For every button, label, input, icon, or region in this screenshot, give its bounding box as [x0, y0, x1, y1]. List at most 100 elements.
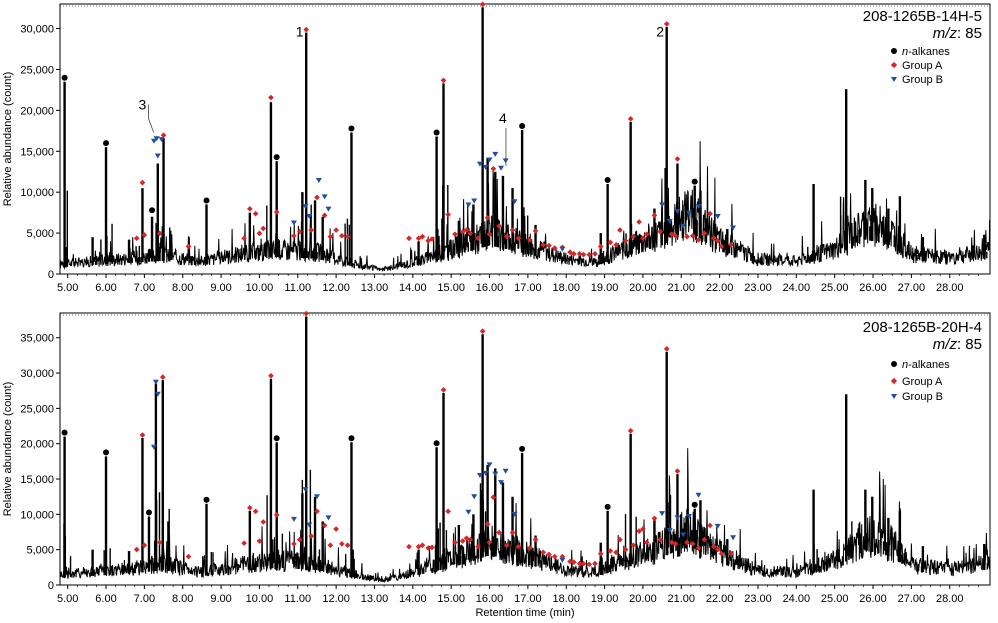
group-a-marker [718, 243, 725, 250]
x-tick-label: 8.00 [172, 593, 193, 605]
group-a-marker [663, 21, 670, 27]
n-alkane-marker [273, 154, 280, 161]
group-a-marker [551, 245, 558, 251]
x-tick-label: 15.00 [437, 593, 465, 605]
group-b-marker [680, 532, 687, 538]
group-a-marker [344, 542, 351, 549]
group-a-marker [576, 250, 583, 257]
group-a-marker [674, 156, 681, 162]
group-b-marker [152, 379, 159, 385]
group-b-marker [150, 138, 157, 144]
x-tick-label: 22.00 [706, 282, 734, 294]
x-tick-label: 26.00 [859, 593, 887, 605]
n-alkane-marker [103, 449, 110, 456]
x-tick-label: 11.00 [284, 282, 311, 294]
x-tick-label: 10.00 [246, 593, 274, 605]
group-b-marker [302, 487, 309, 493]
group-a-marker [463, 535, 470, 542]
x-tick-label: 16.00 [476, 282, 504, 294]
x-tick-label: 24.00 [783, 282, 811, 294]
n-alkane-marker [691, 501, 698, 508]
legend-marker-group-a [890, 61, 898, 69]
plot-frame [59, 312, 991, 586]
group-a-marker [607, 548, 614, 554]
group-a-marker [321, 522, 328, 529]
group-a-marker [711, 543, 717, 550]
group-a-marker [640, 235, 646, 242]
group-a-marker [546, 551, 552, 558]
group-a-marker [540, 241, 547, 248]
annotation-leader [148, 104, 155, 133]
group-b-marker [325, 206, 332, 212]
group-a-marker [156, 539, 163, 546]
group-a-marker [674, 468, 681, 474]
group-a-marker [139, 432, 146, 438]
group-a-marker [711, 235, 717, 242]
group-a-marker [496, 223, 502, 229]
chromatogram-baseline [59, 141, 991, 272]
group-a-marker [440, 77, 447, 84]
group-b-marker [465, 509, 472, 515]
group-b-marker [471, 198, 478, 204]
group-a-marker [714, 546, 721, 553]
group-a-marker [327, 542, 334, 549]
y-tick-label: 5,000 [26, 545, 54, 557]
x-tick-label: 10.00 [246, 282, 274, 294]
group-a-marker [515, 543, 522, 550]
legend: n-alkanes Group A Group B [890, 46, 950, 86]
x-tick-label: 16.00 [476, 593, 504, 605]
group-a-marker [247, 504, 253, 511]
group-b-marker [306, 214, 313, 219]
group-a-marker [630, 233, 637, 240]
group-b-marker [471, 494, 478, 500]
x-tick-label: 9.00 [210, 282, 231, 294]
legend-label-group-a: Group A [902, 376, 943, 388]
legend-marker-n-alkanes [891, 361, 897, 367]
group-a-marker [406, 235, 412, 242]
x-tick-label: 12.00 [322, 282, 350, 294]
group-a-marker [273, 512, 280, 518]
group-b-marker [666, 218, 673, 224]
group-b-marker [482, 164, 489, 170]
group-a-marker [406, 543, 412, 550]
group-a-marker [321, 212, 328, 219]
group-a-marker [613, 241, 619, 248]
group-a-marker [133, 546, 140, 553]
x-tick-label: 6.00 [95, 282, 116, 294]
group-a-marker [509, 227, 516, 233]
group-a-marker [707, 522, 713, 529]
group-a-marker [440, 387, 447, 393]
group-a-marker [546, 242, 552, 249]
group-b-marker [302, 204, 309, 210]
y-tick-label: 30,000 [20, 24, 54, 36]
x-tick-label: 7.00 [134, 593, 155, 605]
x-tick-label: 26.00 [859, 282, 887, 294]
group-a-marker [540, 549, 547, 556]
n-alkane-marker [61, 429, 68, 436]
group-a-marker [475, 543, 481, 550]
x-tick-label: 18.00 [552, 593, 580, 605]
group-a-marker [339, 541, 345, 547]
x-tick-label: 25.00 [821, 282, 849, 294]
group-b-marker [730, 225, 737, 231]
group-a-marker [622, 546, 629, 553]
group-a-marker [308, 533, 315, 539]
x-tick-label: 28.00 [936, 593, 964, 605]
group-b-marker [482, 470, 489, 476]
y-tick-label: 15,000 [20, 474, 54, 486]
group-b-marker [476, 473, 483, 479]
group-b-marker [685, 514, 692, 520]
x-tick-label: 20.00 [629, 593, 657, 605]
group-a-marker [592, 250, 598, 257]
x-tick-label: 13.00 [361, 282, 389, 294]
group-a-marker [256, 230, 263, 237]
group-a-marker [467, 230, 474, 237]
legend-marker-n-alkanes [891, 48, 897, 54]
group-a-marker [576, 560, 583, 567]
group-b-marker [659, 202, 666, 208]
group-a-marker [651, 212, 658, 219]
group-a-marker [503, 233, 510, 240]
group-b-marker [321, 194, 328, 200]
y-tick-label: 0 [48, 580, 54, 592]
group-a-marker [314, 194, 320, 201]
